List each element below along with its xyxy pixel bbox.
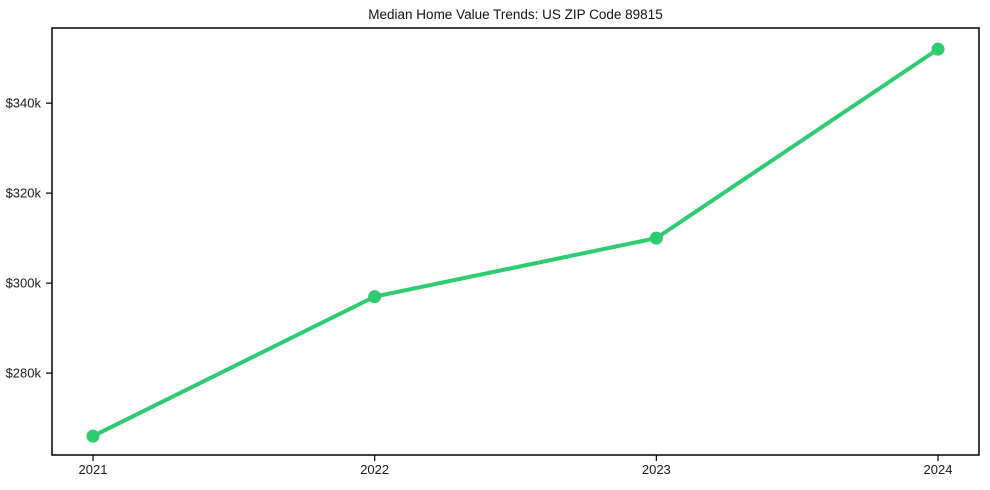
x-tick-label: 2022 — [360, 462, 389, 477]
data-point — [649, 231, 663, 245]
x-tick-label: 2023 — [642, 462, 671, 477]
data-point — [86, 429, 100, 443]
data-point — [368, 290, 382, 304]
y-tick-label: $320k — [6, 186, 42, 201]
data-point — [931, 42, 945, 56]
trend-line — [91, 47, 940, 439]
x-tick-label: 2024 — [924, 462, 953, 477]
y-tick-label: $280k — [6, 366, 42, 381]
x-tick-label: 2021 — [79, 462, 108, 477]
chart-title: Median Home Value Trends: US ZIP Code 89… — [368, 7, 663, 22]
y-tick-label: $300k — [6, 276, 42, 291]
y-tick-label: $340k — [6, 96, 42, 111]
plot-border — [51, 27, 980, 456]
plot-area — [52, 28, 979, 455]
